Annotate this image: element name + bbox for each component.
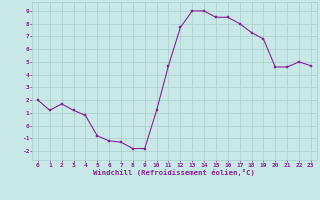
X-axis label: Windchill (Refroidissement éolien,°C): Windchill (Refroidissement éolien,°C) — [93, 169, 255, 176]
